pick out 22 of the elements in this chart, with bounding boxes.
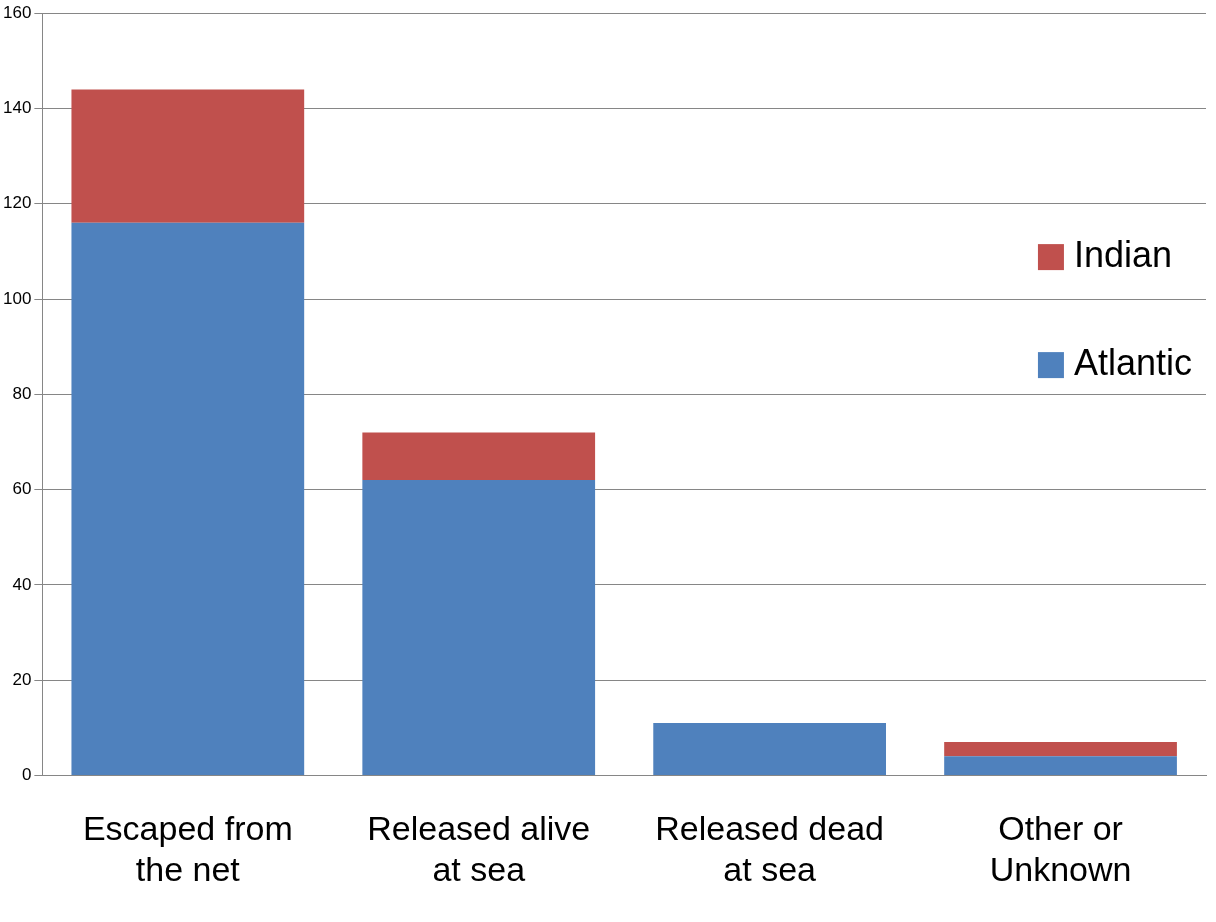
bar — [362, 480, 596, 775]
legend-label: Indian — [1073, 234, 1173, 276]
bar — [71, 222, 305, 775]
y-tick-label: 20 — [12, 669, 32, 689]
y-tick-label: 60 — [12, 479, 32, 499]
y-tick-label: 100 — [2, 288, 32, 308]
x-tick-label: Other or Unknown — [989, 809, 1132, 888]
x-tick-label: Released dead at sea — [655, 809, 885, 888]
bar — [944, 756, 1177, 775]
y-tick-label: 0 — [21, 765, 32, 785]
y-tick-label: 80 — [12, 383, 32, 403]
legend-label: Atlantic — [1073, 342, 1193, 384]
bar — [362, 432, 596, 481]
bar — [653, 723, 886, 775]
y-tick-label: 120 — [2, 193, 32, 213]
x-tick-label: Released alive at sea — [367, 809, 591, 888]
y-tick-label: 160 — [2, 2, 32, 22]
y-tick-label: 140 — [2, 98, 32, 118]
y-tick-label: 40 — [12, 574, 32, 594]
bar — [71, 89, 305, 223]
x-tick-label: Escaped from the net — [82, 809, 293, 888]
bar — [944, 742, 1177, 757]
